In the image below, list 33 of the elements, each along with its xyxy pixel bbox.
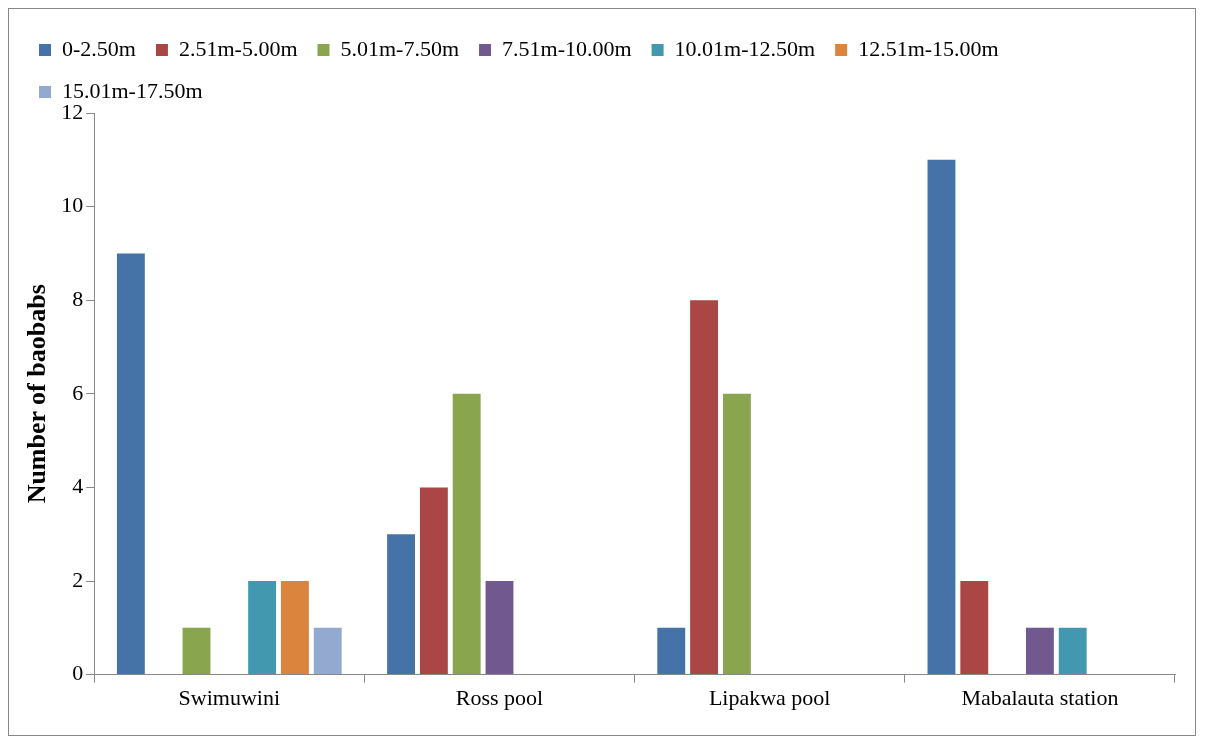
bar [387, 534, 416, 675]
bar [927, 159, 956, 675]
bar [182, 627, 211, 675]
x-tick-label: Swimuwini [178, 684, 281, 710]
legend-label: 2.51m-5.00m [178, 35, 298, 61]
bar [1058, 627, 1087, 675]
bar [485, 581, 514, 675]
y-tick-label: 10 [61, 192, 84, 218]
bar [313, 627, 342, 675]
bar [248, 581, 277, 675]
y-tick-label: 4 [72, 473, 84, 499]
bar [690, 300, 719, 675]
bar [116, 253, 145, 675]
bar [1025, 627, 1054, 675]
y-axis-title: Number of baobabs [22, 284, 52, 504]
bar [452, 393, 481, 675]
bar [280, 581, 309, 675]
x-tick-label: Mabalauta station [961, 684, 1119, 710]
y-tick-label: 6 [72, 379, 84, 405]
x-tick-label: Lipakwa pool [708, 684, 831, 710]
legend-label: 5.01m-7.50m [340, 35, 460, 61]
legend-label: 7.51m-10.00m [502, 35, 632, 61]
bar [960, 581, 989, 675]
y-tick-label: 2 [72, 566, 84, 592]
y-tick-label: 8 [72, 285, 84, 311]
legend-label: 12.51m-15.00m [858, 35, 999, 61]
legend-label: 0-2.50m [62, 35, 136, 61]
y-tick-label: 0 [72, 660, 84, 686]
x-tick-label: Ross pool [455, 684, 544, 710]
bar [657, 627, 686, 675]
legend-label: 10.01m-12.50m [674, 35, 816, 61]
bar [419, 487, 448, 675]
bar [722, 393, 751, 675]
